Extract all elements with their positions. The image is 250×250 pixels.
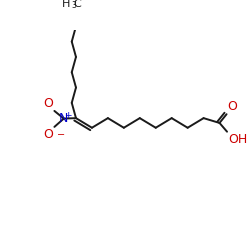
- Text: OH: OH: [228, 132, 247, 145]
- Text: H: H: [62, 0, 70, 9]
- Text: +: +: [64, 110, 72, 120]
- Text: −: −: [57, 130, 65, 140]
- Text: 3: 3: [71, 1, 76, 10]
- Text: C: C: [74, 0, 82, 9]
- Text: O: O: [44, 97, 54, 110]
- Text: O: O: [228, 100, 237, 113]
- Text: O: O: [44, 128, 54, 141]
- Text: N: N: [59, 112, 69, 125]
